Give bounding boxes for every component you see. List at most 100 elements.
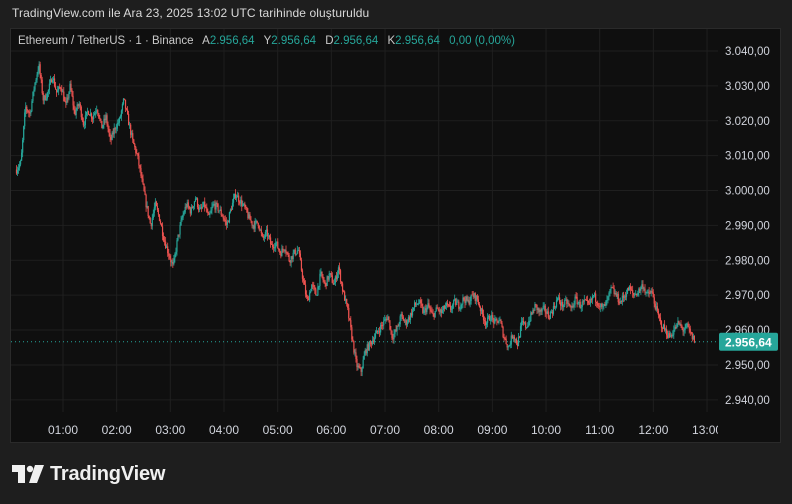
candle-body (435, 307, 437, 312)
candle-body (173, 258, 175, 265)
candle-body (447, 304, 450, 306)
candle-body (667, 335, 669, 338)
candle-body (583, 299, 585, 302)
candle-body (427, 303, 429, 307)
candle-body (241, 199, 243, 207)
candle-body (484, 321, 487, 325)
candle-body (385, 318, 387, 320)
chart-frame[interactable] (10, 28, 781, 443)
candle-body (519, 326, 522, 338)
candle-body (93, 115, 95, 120)
candle-body (191, 207, 193, 209)
candle-body (400, 313, 402, 317)
candle-body (372, 340, 375, 342)
candle-body (333, 282, 335, 285)
candle-body (374, 333, 377, 338)
candle-body (472, 294, 474, 297)
candle-body (52, 78, 55, 81)
candle-body (656, 306, 658, 311)
candle-body (172, 262, 174, 265)
candle-body (537, 308, 539, 310)
candle-body (602, 306, 604, 308)
candle-body (379, 331, 381, 333)
candle-body (85, 111, 88, 116)
candle-body (613, 288, 615, 294)
candle-body (216, 202, 218, 205)
candle-body (477, 299, 479, 304)
candle-body (384, 319, 386, 321)
candle-body (190, 207, 192, 214)
candle-body (101, 121, 103, 129)
candle-body (560, 302, 562, 306)
candle-body (239, 201, 241, 204)
candle-body (292, 252, 294, 260)
candle-body (515, 338, 518, 344)
tradingview-brand[interactable]: TradingView (12, 462, 165, 486)
candle-body (84, 115, 87, 126)
candle-body (373, 337, 376, 342)
candle-body (234, 193, 237, 198)
high-label: Y (263, 35, 272, 47)
candle-body (37, 70, 39, 75)
candle-body (440, 309, 442, 313)
candle-body (339, 270, 342, 282)
candle-body (227, 221, 229, 223)
candle-body (100, 118, 102, 122)
candle-body (412, 307, 415, 310)
candle-body (30, 111, 32, 114)
candle-body (350, 320, 352, 328)
candle-body (168, 253, 170, 256)
x-tick-label: 13:00 (692, 423, 722, 437)
candle-body (520, 321, 523, 327)
candle-body (670, 335, 672, 338)
candle-body (691, 333, 693, 340)
candle-body (383, 320, 385, 326)
x-tick-label: 09:00 (477, 423, 507, 437)
candles-layer (15, 61, 697, 377)
candle-body (607, 296, 609, 301)
candle-body (66, 97, 68, 104)
candle-body (268, 235, 271, 238)
candle-body (426, 306, 428, 313)
candle-body (322, 276, 324, 281)
candle-body (534, 304, 536, 311)
candle-body (157, 209, 160, 215)
candle-body (43, 95, 45, 101)
candle-body (554, 306, 557, 308)
candle-body (305, 294, 308, 297)
candle-body (87, 111, 90, 115)
candle-body (243, 203, 245, 205)
candle-body (468, 299, 470, 305)
candle-body (253, 225, 255, 229)
candle-body (314, 286, 316, 290)
candle-body (544, 305, 546, 313)
symbol-name: Ethereum / TetherUS · 1 · Binance (18, 35, 194, 47)
candle-body (125, 108, 128, 110)
candle-body (254, 221, 256, 229)
candle-body (493, 318, 495, 324)
candle-body (513, 336, 515, 340)
candle-body (511, 335, 513, 339)
candle-body (677, 320, 679, 324)
candle-body (420, 300, 422, 304)
candle-body (285, 250, 287, 253)
candle-body (382, 325, 384, 327)
candle-body (459, 308, 461, 310)
candle-body (532, 310, 534, 314)
candle-body (517, 336, 520, 347)
candle-body (139, 165, 141, 168)
candle-body (528, 321, 530, 326)
candle-body (142, 178, 144, 185)
candle-body (569, 304, 571, 307)
y-tick-label: 3.010,00 (725, 151, 770, 163)
candle-body (662, 324, 665, 329)
candle-body (146, 206, 148, 208)
candle-body (514, 338, 516, 340)
candle-body (288, 254, 290, 262)
candle-body (49, 79, 52, 84)
candle-body (640, 287, 642, 291)
candle-body (175, 251, 177, 254)
candle-body (396, 325, 398, 331)
candle-body (226, 221, 228, 225)
